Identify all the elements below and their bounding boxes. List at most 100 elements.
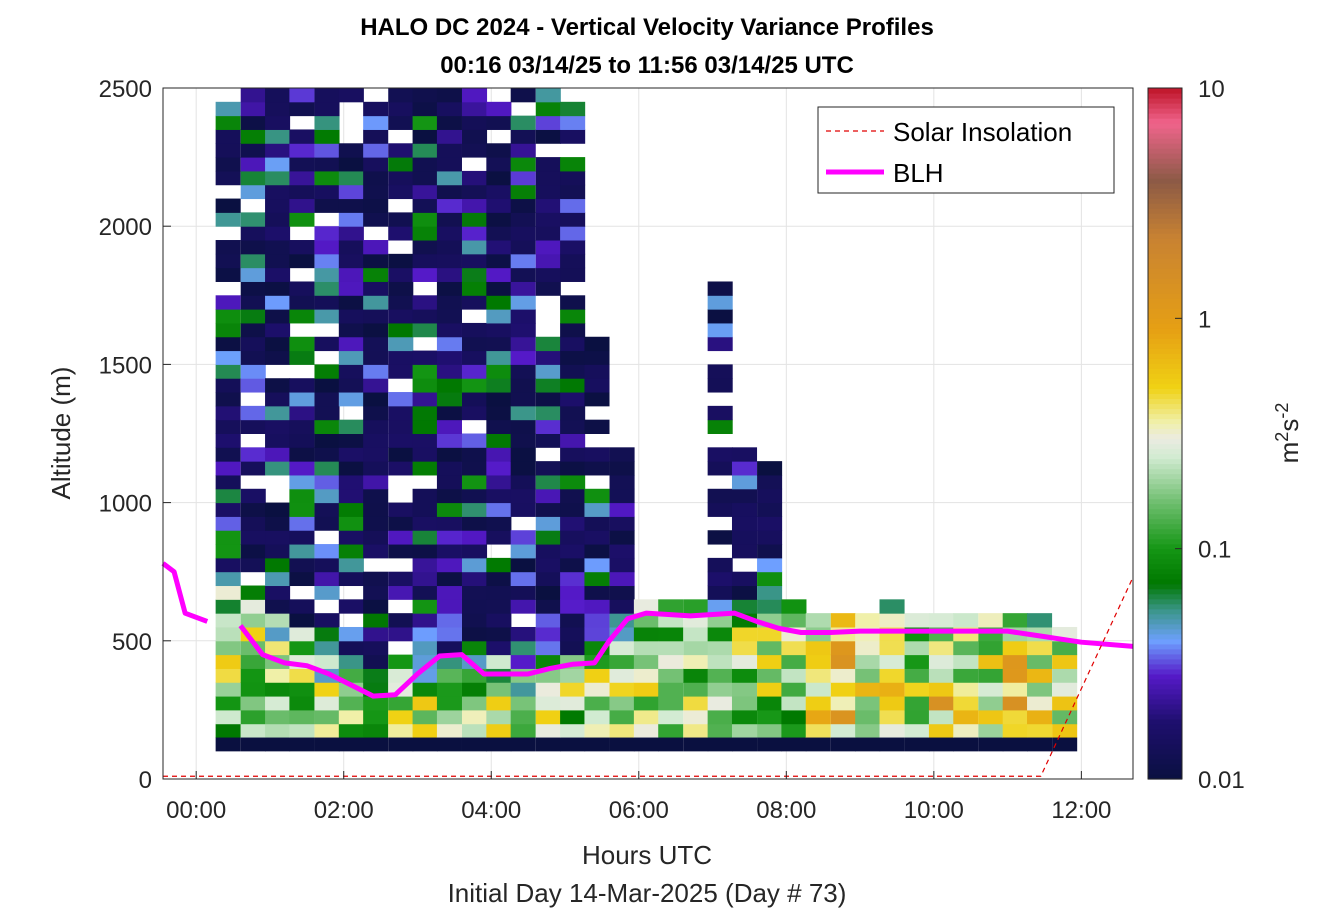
heatmap-cell	[535, 585, 561, 600]
heatmap-cell	[338, 544, 364, 559]
colorbar-segment	[1148, 553, 1182, 560]
heatmap-cell	[215, 516, 241, 531]
heatmap-cell	[510, 336, 536, 352]
heatmap-cell	[535, 378, 561, 393]
colorbar-segment	[1148, 198, 1182, 204]
heatmap-cell	[707, 281, 733, 296]
heatmap-cell	[560, 392, 586, 407]
colorbar-segment	[1148, 248, 1182, 254]
heatmap-cell	[240, 613, 266, 628]
heatmap-cell	[388, 433, 414, 448]
heatmap-cell	[436, 295, 462, 310]
heatmap-cell	[462, 267, 488, 282]
heatmap-cell	[289, 516, 315, 531]
heatmap-cell	[314, 640, 340, 656]
heatmap-cell	[240, 281, 266, 296]
heatmap-cell	[462, 488, 488, 504]
heatmap-cell	[338, 378, 364, 393]
heatmap-cell	[707, 571, 733, 587]
colorbar-segment	[1148, 368, 1182, 375]
heatmap-cell	[265, 378, 291, 393]
heatmap-cell	[314, 392, 340, 407]
colorbar-segment	[1148, 93, 1182, 99]
heatmap-cell	[338, 474, 364, 490]
colorbar-tick-label: 0.1	[1198, 537, 1231, 564]
heatmap-cell	[707, 295, 733, 310]
heatmap-cell	[658, 668, 684, 683]
colorbar-segment	[1148, 328, 1182, 334]
heatmap-cell	[338, 157, 364, 172]
colorbar-segment	[1148, 683, 1182, 690]
heatmap-cell	[879, 709, 905, 725]
heatmap-cell	[462, 640, 488, 656]
colorbar-segment	[1148, 688, 1182, 695]
heatmap-cell	[584, 571, 610, 587]
heatmap-cell-surface	[879, 737, 905, 752]
heatmap-cell	[535, 723, 561, 739]
heatmap-cell	[510, 585, 536, 600]
heatmap-cell	[412, 267, 438, 282]
heatmap-cell	[486, 461, 512, 476]
heatmap-cell	[535, 198, 561, 213]
heatmap-cell	[560, 267, 586, 282]
heatmap-cell	[510, 129, 536, 144]
heatmap-cell	[707, 640, 733, 656]
series-solar-line	[163, 576, 1134, 777]
colorbar-segment	[1148, 313, 1182, 319]
heatmap-cell	[510, 378, 536, 393]
heatmap-cell	[289, 668, 315, 683]
heatmap-cell	[486, 157, 512, 172]
heatmap-cell-surface	[928, 737, 954, 752]
heatmap-cell	[683, 654, 709, 669]
heatmap-cell	[363, 378, 389, 393]
heatmap-cell	[928, 696, 954, 711]
heatmap-cell	[584, 419, 610, 434]
heatmap-cell	[436, 405, 462, 421]
heatmap-cell	[683, 599, 709, 614]
heatmap-cell	[486, 626, 512, 642]
heatmap-cell	[1052, 709, 1078, 725]
heatmap-cell	[584, 557, 610, 573]
heatmap-cell	[412, 295, 438, 310]
heatmap-cell	[707, 378, 733, 393]
heatmap-cell	[314, 419, 340, 434]
colorbar-segment	[1148, 733, 1182, 740]
heatmap-cell	[215, 696, 241, 711]
heatmap-cell	[215, 309, 241, 324]
heatmap-cell	[830, 696, 856, 711]
heatmap-cell	[560, 226, 586, 241]
heatmap-cell	[609, 585, 635, 600]
heatmap-cell	[781, 668, 807, 683]
heatmap-cell	[363, 419, 389, 434]
heatmap-cell	[338, 350, 364, 365]
heatmap-cell	[560, 488, 586, 504]
heatmap-cell	[560, 530, 586, 545]
heatmap-cell	[436, 571, 462, 587]
heatmap-cell	[215, 723, 241, 739]
heatmap-cell	[1027, 640, 1053, 656]
colorbar-segment	[1148, 528, 1182, 535]
heatmap-cell	[338, 392, 364, 407]
heatmap-cell	[314, 682, 340, 697]
heatmap-cell	[805, 640, 831, 656]
heatmap-cell	[240, 101, 266, 117]
heatmap-cell	[1002, 723, 1028, 739]
heatmap-cell	[510, 184, 536, 200]
heatmap-cell	[412, 364, 438, 379]
heatmap-cell	[584, 336, 610, 352]
heatmap-cell	[215, 405, 241, 421]
heatmap-cell-surface	[904, 737, 930, 752]
heatmap-cell	[584, 682, 610, 697]
colorbar-segment	[1148, 568, 1182, 575]
heatmap-cell	[560, 723, 586, 739]
heatmap-cell	[510, 419, 536, 434]
heatmap-cell	[240, 723, 266, 739]
heatmap-cell	[265, 267, 291, 282]
heatmap-cell	[560, 336, 586, 352]
heatmap-cell	[363, 461, 389, 476]
colorbar-segment	[1148, 538, 1182, 545]
heatmap-cell	[707, 696, 733, 711]
colorbar-segment	[1148, 353, 1182, 359]
colorbar-segment	[1148, 748, 1182, 755]
heatmap-cell	[412, 571, 438, 587]
